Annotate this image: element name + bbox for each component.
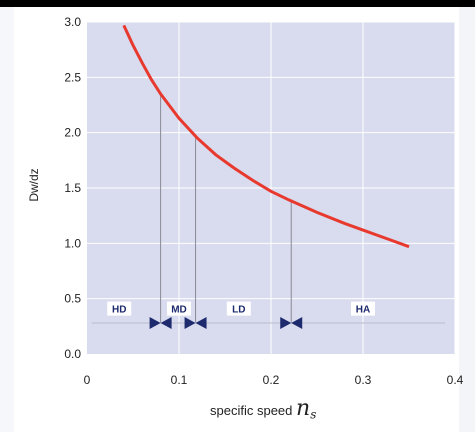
region-boundary-markers [149, 317, 303, 330]
x-tick-label: 0 [84, 373, 91, 387]
y-tick-label: 1.5 [64, 181, 81, 195]
y-tick-label: 3.0 [64, 15, 81, 29]
x-tick-label: 0.1 [171, 373, 188, 387]
region-labels: HD MD LD HA [107, 301, 375, 316]
specific-speed-symbol: n [296, 396, 311, 421]
y-tick-label: 0.0 [64, 347, 81, 361]
region-label-box [167, 301, 191, 316]
y-tick-label: 0.5 [64, 292, 81, 306]
x-tick-labels: 0 0.1 0.2 0.3 0.4 [84, 373, 464, 387]
region-label-box [226, 301, 251, 316]
region-label-text: HA [356, 305, 370, 316]
region-label-box [351, 301, 375, 316]
x-tick-label: 0.4 [447, 373, 464, 387]
x-axis-title: specific speed ns [210, 396, 316, 422]
region-label-hd: HD [107, 301, 132, 316]
bowtie-marker [149, 317, 172, 330]
region-label-text: MD [171, 305, 187, 316]
x-axis-title-text: specific speed [210, 403, 293, 418]
x-tick-label: 0.3 [355, 373, 372, 387]
bowtie-marker [184, 317, 207, 330]
region-label-ld: LD [226, 301, 251, 316]
specific-speed-subscript: s [310, 407, 317, 422]
region-label-text: HD [112, 305, 126, 316]
dw-dz-curve [122, 24, 410, 249]
region-label-ha: HA [351, 301, 375, 316]
y-tick-labels: 0.0 0.5 1.0 1.5 2.0 2.5 3.0 [64, 15, 81, 361]
bowtie-marker [280, 317, 303, 330]
region-boundary-lines [160, 93, 292, 324]
y-tick-label: 1.0 [64, 236, 81, 250]
top-frame-bar [0, 0, 475, 7]
left-margin-band [0, 7, 14, 432]
y-tick-label: 2.0 [64, 126, 81, 140]
grid-lines [87, 21, 456, 354]
y-tick-label: 2.5 [64, 70, 81, 84]
region-label-box [107, 301, 132, 316]
right-margin-band [459, 7, 475, 432]
region-label-text: LD [232, 305, 245, 316]
y-axis-title: Dw/dz [27, 168, 41, 201]
x-tick-label: 0.2 [263, 373, 280, 387]
region-label-md: MD [167, 301, 191, 316]
